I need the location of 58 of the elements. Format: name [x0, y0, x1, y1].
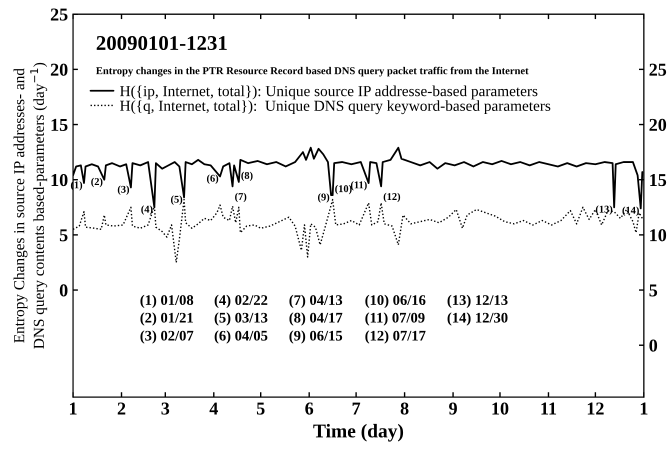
y-tick-label: 20	[50, 64, 68, 76]
x-tick-label: 11	[541, 402, 556, 414]
y-axis-title: Entropy Changes in source IP addresses- and DNS query contents based-parameters (day$^{−1}$)	[14, 62, 48, 349]
y-tick-label: 10	[52, 174, 68, 186]
y-tick-label: 5	[60, 229, 68, 242]
y2-tick-label: 25	[649, 64, 666, 76]
x-tick-label: 5	[256, 402, 265, 415]
x-tick-label: 1	[70, 402, 77, 414]
x-tick-label: 2	[118, 402, 126, 414]
annotation: (4) 02/22	[214, 294, 268, 308]
annotation: (6)	[206, 174, 218, 184]
annotation: (4)	[141, 205, 153, 215]
annotation: (7) 04/13	[289, 294, 342, 308]
x-tick-label: 10	[492, 402, 508, 415]
annotation: (14) 12/30	[448, 312, 508, 326]
y2-tick-label: 0	[649, 339, 658, 352]
annotation: (11)	[350, 181, 367, 191]
annotation: (10) 06/16	[365, 294, 426, 308]
annotation: (1) 01/08	[140, 294, 194, 308]
x-tick-label: 6	[305, 402, 314, 415]
legend-label: H({q, Internet, total}): Unique DNS query keyword-based parameters	[120, 100, 550, 114]
annotation: (2) 01/21	[140, 312, 193, 326]
annotation: (9) 06/15	[289, 330, 342, 344]
annotation: (9)	[318, 193, 330, 203]
text: Entropy changes in the PTR Resource Record based DNS query packet traffic from the Internet	[96, 66, 529, 77]
x-tick-label: 12	[588, 402, 604, 414]
annotation: (12) 07/17	[365, 330, 426, 344]
annotation: (13) 12/13	[448, 294, 508, 308]
annotation: (2)	[91, 178, 102, 188]
annotation: (5)	[170, 195, 182, 205]
annotation: (3) 02/07	[140, 330, 194, 344]
x-tick-label: 9	[449, 402, 457, 415]
y2-tick-label: 5	[649, 284, 658, 296]
annotation: (3)	[118, 185, 130, 195]
y-tick-label: 0	[60, 284, 68, 296]
annotation: (8) 04/17	[289, 312, 342, 326]
x-tick-label: 7	[352, 402, 360, 414]
legend-label: H({ip, Internet, total}): Unique source IP addresse-based parameters	[120, 85, 538, 100]
annotation: (7)	[235, 192, 246, 202]
y2-tick-label: 15	[650, 174, 666, 186]
y-tick-label: 25	[50, 8, 68, 21]
x-tick-label: 3	[161, 402, 170, 415]
annotation: (14)	[622, 206, 639, 216]
x-tick-label: 1	[640, 402, 648, 414]
x-tick-label: 8	[400, 402, 408, 415]
annotation: (13)	[596, 205, 612, 215]
y-tick-label: 15	[52, 118, 68, 131]
y2-tick-label: 20	[649, 118, 666, 131]
annotation: (12)	[384, 192, 400, 202]
annotation: (5) 03/13	[214, 312, 268, 326]
annotation: (11) 07/09	[365, 312, 425, 326]
x-tick-label: 4	[210, 402, 218, 414]
text: 20090101-1231	[96, 36, 227, 50]
annotation: (8)	[241, 172, 253, 182]
y2-tick-label: 10	[650, 229, 666, 242]
annotation: (10)	[335, 184, 352, 194]
annotation: (6) 04/05	[214, 330, 268, 344]
x-axis-title: Time (day)	[313, 424, 404, 442]
